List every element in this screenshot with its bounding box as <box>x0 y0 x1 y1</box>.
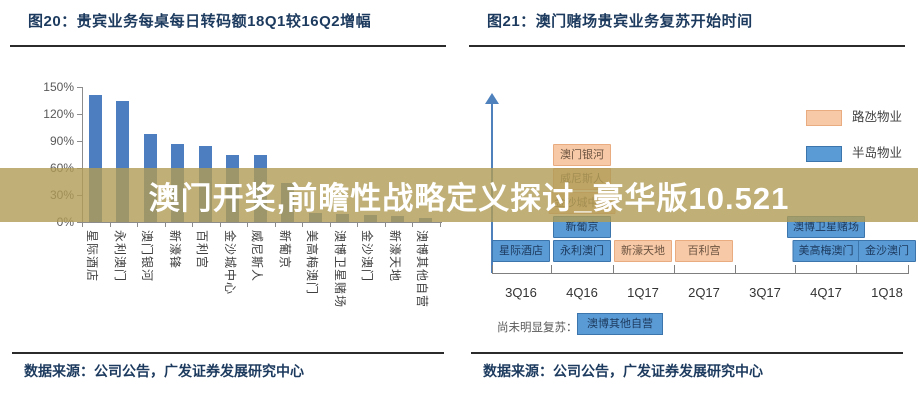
x-tick-mark <box>192 223 193 227</box>
property-box: 星际酒店 <box>492 240 550 262</box>
x-axis-label: 澳门银河 <box>140 230 154 283</box>
figure-21-source: 数据来源：公司公告，广发证券发展研究中心 <box>483 363 763 379</box>
x-tick-mark <box>82 223 83 227</box>
timeline-tick <box>551 265 552 273</box>
x-axis-label: 新濠天地 <box>387 230 402 283</box>
timeline-tick <box>674 265 675 273</box>
figure-20-source: 数据来源：公司公告，广发证券发展研究中心 <box>24 363 304 379</box>
timeline-tick <box>613 265 614 273</box>
watermark-text: 澳门开奖,前瞻性战略定义探讨_豪华版10.521 <box>148 180 790 216</box>
x-tick-mark <box>247 223 248 227</box>
y-tick-label: 90% <box>49 134 74 148</box>
x-axis-label: 星际酒店 <box>85 230 99 283</box>
legend-label: 半岛物业 <box>852 146 903 160</box>
x-tick-mark <box>219 223 221 227</box>
x-axis-label: 3Q17 <box>749 285 781 300</box>
x-tick-mark <box>412 223 413 227</box>
property-box: 新濠天地 <box>614 240 672 262</box>
x-tick-mark <box>274 223 276 227</box>
figure-20-title: 图20：贵宾业务每桌每日转码额18Q1较16Q2增幅 <box>28 13 372 30</box>
timeline-tick <box>735 265 736 273</box>
x-axis-label: 澳博卫星赌场 <box>332 230 347 309</box>
y-tick-mark <box>77 87 82 88</box>
watermark-banner: 澳门开奖,前瞻性战略定义探讨_豪华版10.521 <box>0 168 918 222</box>
x-tick-mark <box>439 223 441 227</box>
legend-swatch-cotai-icon <box>806 110 842 126</box>
x-axis-label: 澳博其他自营 <box>415 230 429 309</box>
x-axis-line <box>82 222 442 223</box>
x-tick-mark <box>384 223 386 227</box>
x-axis-label: 1Q18 <box>871 285 903 300</box>
x-axis-label: 4Q17 <box>810 285 842 300</box>
property-box: 美高梅澳门 <box>792 240 860 262</box>
x-axis-label: 4Q16 <box>566 285 598 300</box>
figure-21-title: 图21：澳门赌场贵宾业务复苏开始时间 <box>487 13 753 30</box>
timeline-tick <box>492 265 493 273</box>
title-divider <box>10 45 446 47</box>
axis-arrowhead-icon <box>485 93 499 104</box>
not-recovered-note: 尚未明显复苏： <box>497 322 578 334</box>
x-axis-label: 百利宫 <box>195 230 209 270</box>
y-tick-mark <box>77 114 82 115</box>
x-tick-mark <box>302 223 303 227</box>
x-tick-mark <box>137 223 138 227</box>
property-box: 永利澳门 <box>553 240 611 262</box>
x-axis-label: 1Q17 <box>627 285 659 300</box>
x-axis-label: 永利澳门 <box>112 230 127 283</box>
x-axis-label: 金沙城中心 <box>222 230 237 296</box>
y-tick-label: 150% <box>43 80 74 94</box>
timeline-tick <box>795 265 796 273</box>
source-divider <box>12 352 444 354</box>
x-axis-label: 新葡京 <box>277 230 292 270</box>
x-axis-label: 2Q17 <box>688 285 720 300</box>
legend-swatch-peninsula-icon <box>806 146 842 162</box>
not-recovered-box: 澳博其他自营 <box>577 313 663 335</box>
property-box: 百利宫 <box>675 240 733 262</box>
y-tick-label: 120% <box>43 107 74 121</box>
y-tick-mark <box>77 222 82 223</box>
x-tick-mark <box>109 223 111 227</box>
y-axis-line <box>82 87 83 222</box>
source-divider <box>471 352 903 354</box>
x-axis-label: 威尼斯人 <box>250 230 264 283</box>
x-axis-label: 新濠锋 <box>167 230 182 270</box>
y-tick-mark <box>77 141 82 142</box>
timeline-tick <box>856 265 857 273</box>
legend-label: 路氹物业 <box>852 110 903 124</box>
x-tick-mark <box>357 223 358 227</box>
x-axis-label: 3Q16 <box>505 285 537 300</box>
x-axis-label: 美高梅澳门 <box>305 230 319 296</box>
x-axis-label: 金沙澳门 <box>360 230 374 283</box>
timeline-tick <box>908 265 909 273</box>
title-divider <box>469 45 905 47</box>
timeline-baseline <box>492 273 909 274</box>
property-box: 金沙澳门 <box>858 240 916 262</box>
x-tick-mark <box>329 223 331 227</box>
x-tick-mark <box>164 223 166 227</box>
property-box: 澳门银河 <box>553 144 611 166</box>
